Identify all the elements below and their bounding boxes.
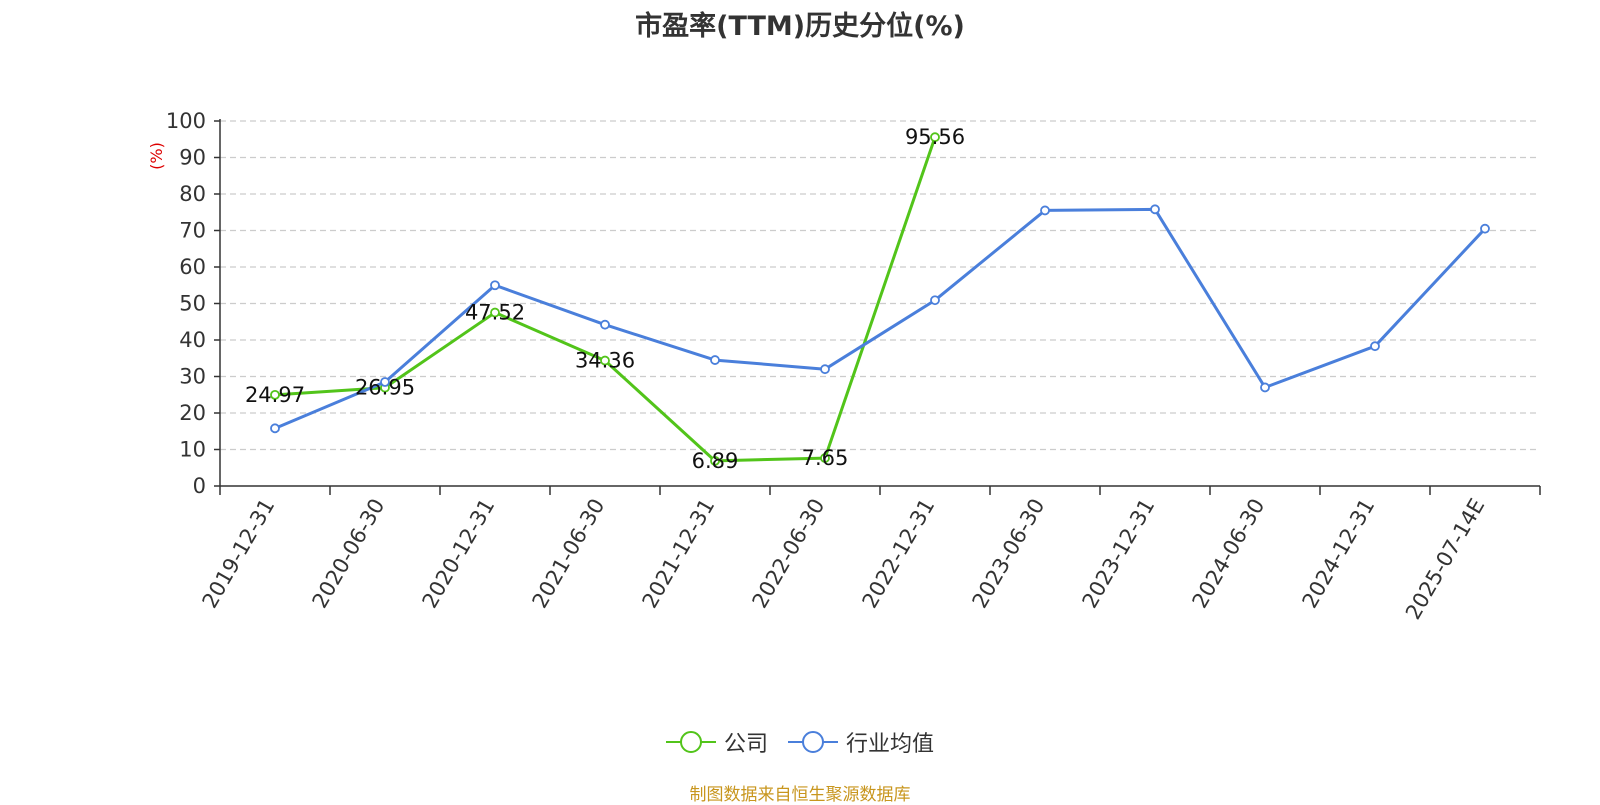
legend-marker-industry [788,731,838,753]
data-label-company: 95.56 [905,125,965,149]
x-tick-label: 2023-06-30 [968,495,1050,613]
data-point-industry [490,280,500,291]
legend-label-industry: 行业均值 [846,732,935,757]
data-labels: 24.97 26.95 47.52 34.36 6.89 7.65 95.56 [245,125,965,473]
y-tick-label: 50 [179,292,206,316]
x-tick-label: 2023-12-31 [1078,495,1160,613]
data-point-company [820,453,830,463]
data-label-company: 6.89 [692,449,739,473]
x-tick-label: 2021-06-30 [528,495,610,613]
data-point-industry [600,319,610,330]
source-note: 制图数据来自恒生聚源数据库 [689,785,911,805]
x-tick-label: 2024-12-31 [1298,495,1380,613]
data-label-company: 24.97 [245,383,305,407]
legend-label-company: 公司 [723,732,768,757]
data-point-industry [270,423,280,434]
data-label-company: 26.95 [355,376,415,400]
data-point-company [600,355,610,366]
data-point-industry [1370,341,1380,352]
data-point-industry [1150,204,1160,215]
y-tick-label: 80 [179,182,206,206]
data-point-company [710,455,720,466]
y-axis-label: (%) [147,142,166,170]
x-tick-label: 2021-12-31 [638,495,720,613]
data-point-industry [1260,382,1270,393]
data-point-industry [930,295,940,306]
x-tick-label: 2020-12-31 [418,495,500,613]
axes: 0 10 20 30 40 50 60 70 80 90 100(%) 2019-12-31 2020-… [147,109,1541,624]
x-tick-label: 2022-12-31 [858,495,940,613]
series-line-company [274,136,937,463]
data-label-company: 47.52 [465,301,525,325]
series-lines [270,132,1490,466]
data-point-company [930,132,940,143]
data-point-industry [710,355,720,365]
data-point-company [490,307,500,318]
data-point-industry [1480,223,1490,234]
data-point-industry [1040,205,1050,216]
series-line-industry [274,207,1487,430]
legend-marker-company [665,731,716,753]
x-tick-label: 2020-06-30 [308,495,390,613]
legend: 公司 行业均值 [0,722,1600,762]
y-tick-label: 100 [166,109,206,133]
grid-lines [220,120,1540,451]
x-tick-label: 2019-12-31 [198,495,280,613]
legend-item-company[interactable]: 公司 [665,726,768,758]
y-tick-label: 60 [179,255,206,279]
x-tick-label: 2025-07-14E [1401,495,1489,624]
data-point-industry [380,377,390,387]
x-tick-label: 2024-06-30 [1188,495,1270,613]
y-tick-label: 10 [179,438,206,462]
chart-title: 市盈率(TTM)历史分位(%) [635,11,965,42]
legend-item-industry[interactable]: 行业均值 [788,726,934,758]
y-tick-label: 40 [179,328,206,352]
y-tick-label: 70 [179,219,206,243]
x-tick-label: 2022-06-30 [748,495,830,613]
y-tick-label: 20 [179,401,206,425]
data-label-company: 34.36 [575,349,635,373]
y-tick-label: 0 [193,474,206,498]
y-tick-label: 30 [179,365,206,389]
data-point-industry [820,364,830,375]
y-tick-label: 90 [179,146,206,170]
data-label-company: 7.65 [802,446,849,470]
data-point-company [270,389,280,400]
